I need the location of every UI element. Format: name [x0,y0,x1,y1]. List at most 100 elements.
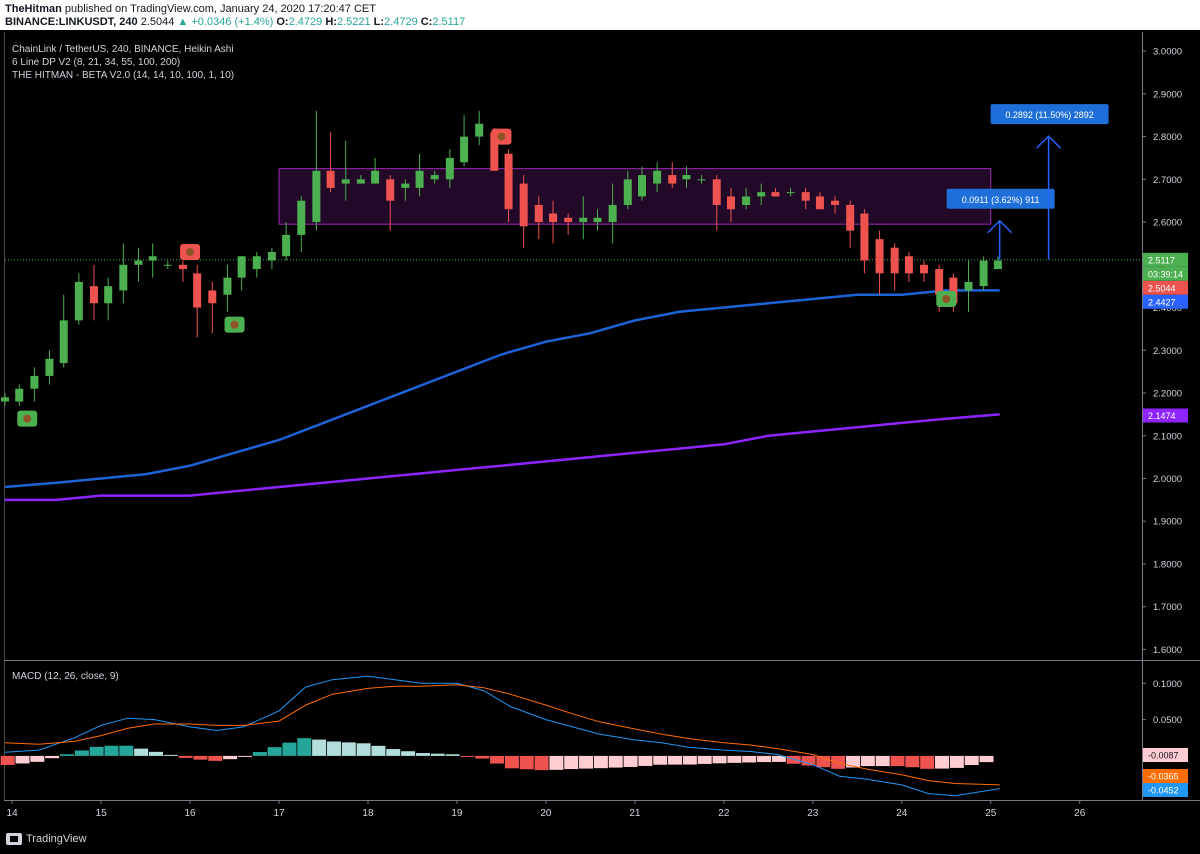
footer: TradingView [0,828,1200,854]
macd-histogram-bar [534,755,549,771]
candle-body [608,204,617,223]
candle [593,209,602,231]
bull-face-icon [942,294,951,303]
bear-signal-icon [491,128,512,145]
publisher-line: TheHitman published on TradingView.com, … [5,3,376,15]
candle-body [460,136,469,163]
candle-body [846,204,855,231]
candle-body [430,175,439,180]
candle [638,166,647,201]
candle-body [815,196,824,210]
macd-histogram-bar [89,746,104,756]
candle-body [638,175,647,197]
macd-histogram-bar [45,755,60,759]
macd-histogram-bar [178,755,193,758]
time-tick-label: 21 [629,808,641,819]
bear-face-icon [497,132,506,141]
candle-body [549,213,558,223]
candle-body [356,179,365,184]
candle [504,149,513,223]
price-tick-label: 2.0000 [1153,474,1182,485]
price-range-measure[interactable]: 0.0911 (3.62%) 911 [946,188,1055,260]
candle-body [860,213,869,261]
macd-histogram-bar [386,749,401,756]
candle [653,162,662,193]
price-tick-label: 2.6000 [1153,218,1182,229]
candle-body [534,204,543,223]
candle [682,166,691,188]
macd-histogram-bar [816,755,831,768]
candle-body [30,375,39,389]
price-tick-label: 2.2000 [1153,389,1182,400]
candle-body [89,286,98,304]
time-tick-label: 17 [273,808,285,819]
candle [178,260,187,282]
macd-histogram-bar [30,755,45,762]
candle [282,222,291,261]
price-label: 2.5117 [1148,255,1175,265]
measure-label: 0.2892 (11.50%) 2892 [1005,110,1093,120]
candle-body [786,192,795,194]
candle [104,277,113,321]
symbol-line: BINANCE:LINKUSDT, 240 2.5044 ▲ +0.0346 (… [5,16,465,28]
macd-histogram-bar [964,755,979,766]
publisher-name[interactable]: TheHitman [5,3,62,15]
macd-histogram-bar [430,753,445,756]
macd-histogram-bar [252,752,267,756]
candle [860,209,869,274]
macd-histogram-bar [949,755,964,768]
price-tick-label: 1.7000 [1153,602,1182,613]
candle [519,175,528,248]
candle [134,247,143,282]
candle-body [519,183,528,227]
candle [163,260,172,270]
candle [579,196,588,240]
macd-histogram-bar [401,751,416,756]
candle-body [148,256,157,261]
candle [415,153,424,197]
measure-label: 0.0911 (3.62%) 911 [962,195,1040,205]
low-label: L: [373,16,385,28]
macd-histogram-bar [757,755,772,763]
price-range-measure[interactable]: 0.2892 (11.50%) 2892 [990,104,1109,260]
candle [59,294,68,368]
close-label: C: [420,16,433,28]
candle-body [475,123,484,137]
candle-body [267,251,276,261]
macd-histogram-bar [282,742,297,756]
macd-histogram-bar [653,755,668,765]
candle [608,183,617,244]
price-label: 03:39:14 [1148,269,1183,279]
macd-histogram-bar [786,755,801,764]
candle [297,196,306,252]
macd-histogram-bar [326,741,341,756]
candle-body [193,273,202,308]
tradingview-logo[interactable]: TradingView [6,833,87,845]
price-label-badge [1143,294,1188,309]
macd-value-label: -0.0365 [1148,772,1179,782]
macd-histogram-bar [801,755,816,766]
candle-body [45,358,54,376]
macd-histogram-bar [74,750,89,756]
macd-line [4,675,1000,797]
range-zone[interactable] [278,168,992,225]
macd-histogram-bar [297,738,312,756]
macd-signal-line [4,684,1000,786]
candle [875,230,884,295]
candle [445,149,454,188]
macd-histogram-bar [119,745,134,756]
candle [341,140,350,201]
candle [326,132,335,193]
time-tick-label: 24 [896,808,908,819]
candle-body [415,170,424,188]
chart-canvas[interactable]: 0.0911 (3.62%) 911 0.2892 (11.50%) 2892 3… [0,30,1200,828]
candle [534,196,543,240]
candle [993,256,1002,270]
candle [623,170,632,210]
candle-body [801,192,810,201]
candle [223,264,232,312]
candle-body [890,247,899,274]
macd-histogram-bar [208,755,223,761]
price-change: ▲ +0.0346 (+1.4%) [177,16,274,28]
candle [712,175,721,231]
